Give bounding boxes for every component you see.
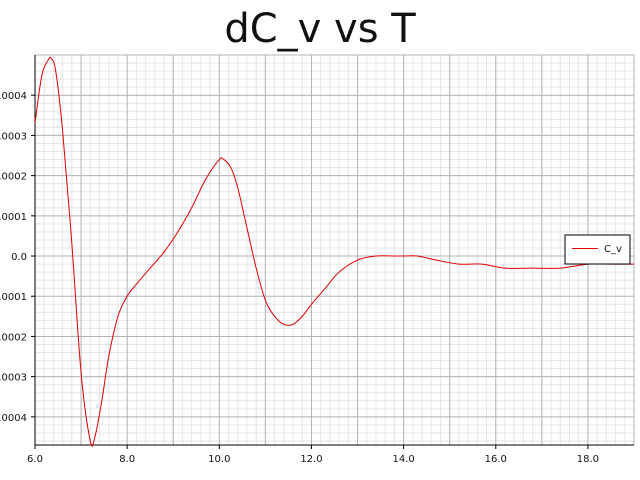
series-layer <box>34 56 634 447</box>
y-tick-label: .0004 <box>0 91 27 102</box>
chart-title: dC_v vs T <box>224 6 416 52</box>
y-tick-label: .0002 <box>0 172 27 183</box>
x-tick-labels: 6.0 8.0 10.0 12.0 14.0 16.0 18.0 <box>27 445 599 465</box>
legend-box <box>564 234 631 265</box>
x-tick-label: 6.0 <box>27 454 43 465</box>
x-tick-label: 10.0 <box>208 454 230 465</box>
x-tick-label: 14.0 <box>392 454 414 465</box>
x-tick-label: 12.0 <box>300 454 322 465</box>
y-tick-label: .0002 <box>0 332 27 343</box>
y-tick-label: 0.0 <box>11 252 27 263</box>
y-tick-label: .0001 <box>0 212 27 223</box>
y-tick-labels: .0004 .0003 .0002 .0001 0.0 .0001 .0002 .0003 .0… <box>0 91 35 424</box>
x-tick-label: 8.0 <box>119 454 135 465</box>
series-line-c-v <box>34 56 634 447</box>
minor-grid <box>34 54 635 445</box>
x-tick-label: 18.0 <box>577 454 599 465</box>
x-tick-label: 16.0 <box>485 454 507 465</box>
legend-label: C_v <box>604 244 622 255</box>
legend: C_v <box>564 234 631 265</box>
y-tick-label: .0003 <box>0 373 27 384</box>
axes <box>34 55 634 446</box>
y-tick-label: .0004 <box>0 413 27 424</box>
major-grid <box>34 54 635 445</box>
y-tick-label: .0003 <box>0 131 27 142</box>
y-tick-label: .0001 <box>0 292 27 303</box>
